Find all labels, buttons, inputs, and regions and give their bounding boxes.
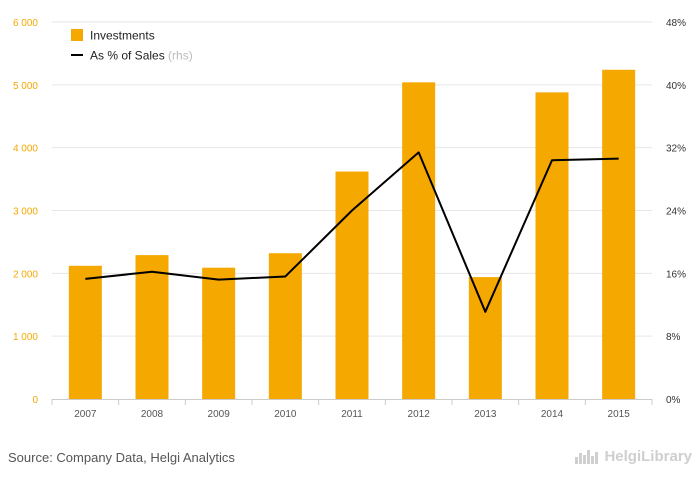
investments-chart: 0 0% 1 000 8% 2 000 16% 3 000 24% 4 000 32% 5 000 4…	[13, 18, 686, 420]
right-axis-tick-label: 8%	[666, 332, 681, 343]
right-axis-tick-label: 0%	[666, 395, 681, 406]
brand-logo: HelgiLibrary	[574, 447, 692, 465]
bar-series	[68, 69, 636, 400]
bar-investments	[535, 92, 569, 399]
left-axis-tick-label: 1 000	[13, 332, 38, 343]
bar-investments	[468, 277, 502, 399]
left-axis-tick-label: 0	[32, 395, 38, 406]
x-axis-tick-label: 2015	[608, 409, 631, 420]
x-axis-tick-label: 2010	[274, 409, 297, 420]
right-axis-tick-label: 32%	[666, 144, 686, 155]
x-axis-tick-label: 2009	[208, 409, 231, 420]
right-axis-tick-label: 48%	[666, 18, 686, 29]
left-axis-tick-label: 4 000	[13, 144, 38, 155]
x-axis-tick-label: 2013	[474, 409, 497, 420]
legend: Investments As % of Sales (rhs)	[71, 29, 193, 63]
bar-investments	[335, 171, 369, 399]
bar-investments	[402, 82, 436, 399]
x-axis-tick-label: 2011	[341, 409, 363, 420]
bar-investments	[68, 265, 102, 399]
line-series	[85, 151, 619, 313]
x-axis-tick-label: 2008	[141, 409, 164, 420]
source-note: Source: Company Data, Helgi Analytics	[8, 450, 235, 465]
line-as-percent-of-sales	[85, 151, 619, 313]
helgi-logo-icon	[575, 450, 599, 464]
bar-investments	[202, 267, 236, 399]
x-axis-tick-label: 2007	[74, 409, 97, 420]
x-axis-tick-label: 2012	[408, 409, 431, 420]
legend-swatch-investments	[71, 29, 83, 41]
legend-label-percent-sales: As % of Sales (rhs)	[90, 49, 193, 63]
bar-investments	[602, 69, 636, 400]
brand-name: HelgiLibrary	[604, 447, 692, 465]
left-axis-tick-label: 2 000	[13, 269, 38, 280]
legend-label-investments: Investments	[90, 29, 155, 43]
left-axis-tick-label: 6 000	[13, 18, 38, 29]
axes: 0 0% 1 000 8% 2 000 16% 3 000 24% 4 000 32% 5 000 4…	[13, 18, 686, 420]
legend-label-rhs-suffix: (rhs)	[168, 49, 193, 63]
left-axis-tick-label: 5 000	[13, 81, 38, 92]
right-axis-tick-label: 40%	[666, 81, 686, 92]
bar-investments	[135, 255, 169, 399]
right-axis-tick-label: 16%	[666, 269, 686, 280]
left-axis-tick-label: 3 000	[13, 207, 38, 218]
right-axis-tick-label: 24%	[666, 207, 686, 218]
x-axis-tick-label: 2014	[541, 409, 564, 420]
